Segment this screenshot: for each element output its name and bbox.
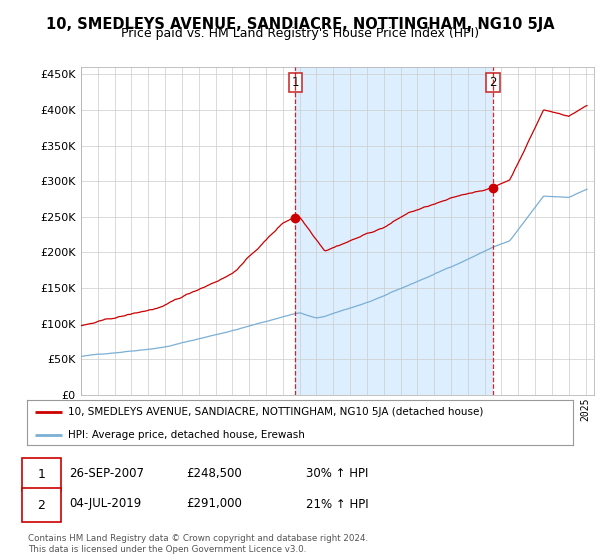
Text: £248,500: £248,500: [186, 466, 242, 480]
Text: £291,000: £291,000: [186, 497, 242, 511]
Text: 1: 1: [292, 76, 299, 88]
Text: Contains HM Land Registry data © Crown copyright and database right 2024.
This d: Contains HM Land Registry data © Crown c…: [28, 534, 368, 554]
Bar: [295, 67, 493, 395]
Text: 10, SMEDLEYS AVENUE, SANDIACRE, NOTTINGHAM, NG10 5JA (detached house): 10, SMEDLEYS AVENUE, SANDIACRE, NOTTINGH…: [68, 408, 484, 418]
Text: 10, SMEDLEYS AVENUE, SANDIACRE, NOTTINGHAM, NG10 5JA: 10, SMEDLEYS AVENUE, SANDIACRE, NOTTINGH…: [46, 17, 554, 32]
Text: Price paid vs. HM Land Registry's House Price Index (HPI): Price paid vs. HM Land Registry's House …: [121, 27, 479, 40]
Text: 26-SEP-2007: 26-SEP-2007: [69, 466, 144, 480]
Text: 21% ↑ HPI: 21% ↑ HPI: [306, 497, 368, 511]
Text: HPI: Average price, detached house, Erewash: HPI: Average price, detached house, Erew…: [68, 430, 305, 440]
Text: 1: 1: [37, 468, 46, 481]
Text: 04-JUL-2019: 04-JUL-2019: [69, 497, 141, 511]
Text: 2: 2: [490, 76, 497, 88]
Text: 30% ↑ HPI: 30% ↑ HPI: [306, 466, 368, 480]
Text: 2: 2: [37, 498, 46, 512]
